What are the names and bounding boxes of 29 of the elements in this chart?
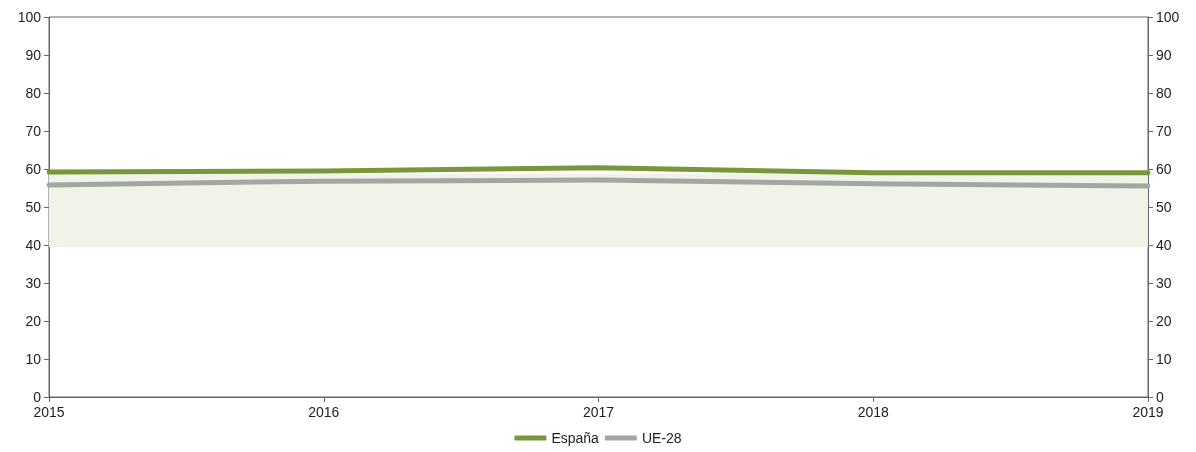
y-tick-label: 70 <box>25 123 42 139</box>
y2-tick-label: 40 <box>1156 237 1172 253</box>
legend-label: UE-28 <box>641 430 682 446</box>
x-tick-label: 2015 <box>33 404 65 420</box>
y-tick-label: 100 <box>17 9 42 25</box>
y2-tick-label: 50 <box>1156 199 1172 215</box>
y-tick-label: 20 <box>25 313 42 329</box>
legend-label: España <box>551 430 600 446</box>
y-tick-label: 90 <box>25 47 42 63</box>
x-tick-label: 2017 <box>582 404 615 420</box>
y2-tick-label: 30 <box>1156 275 1172 291</box>
y-tick-label: 30 <box>25 275 42 291</box>
y2-tick-label: 70 <box>1156 123 1172 139</box>
y-tick-label: 40 <box>25 237 42 253</box>
y2-tick-label: 100 <box>1156 9 1180 25</box>
y-tick-label: 60 <box>25 161 42 177</box>
x-tick-label: 2018 <box>857 404 890 420</box>
y2-tick-label: 80 <box>1156 85 1172 101</box>
y-tick-label: 0 <box>33 389 42 405</box>
y2-tick-label: 60 <box>1156 161 1172 177</box>
y-tick-label: 50 <box>25 199 42 215</box>
y2-tick-label: 0 <box>1156 389 1164 405</box>
y2-tick-label: 20 <box>1156 313 1172 329</box>
y2-tick-label: 10 <box>1156 351 1172 367</box>
y2-tick-label: 90 <box>1156 47 1172 63</box>
x-tick-label: 2016 <box>308 404 340 420</box>
x-tick-label: 2019 <box>1132 404 1164 420</box>
y-tick-label: 80 <box>25 85 42 101</box>
y-tick-label: 10 <box>25 351 42 367</box>
